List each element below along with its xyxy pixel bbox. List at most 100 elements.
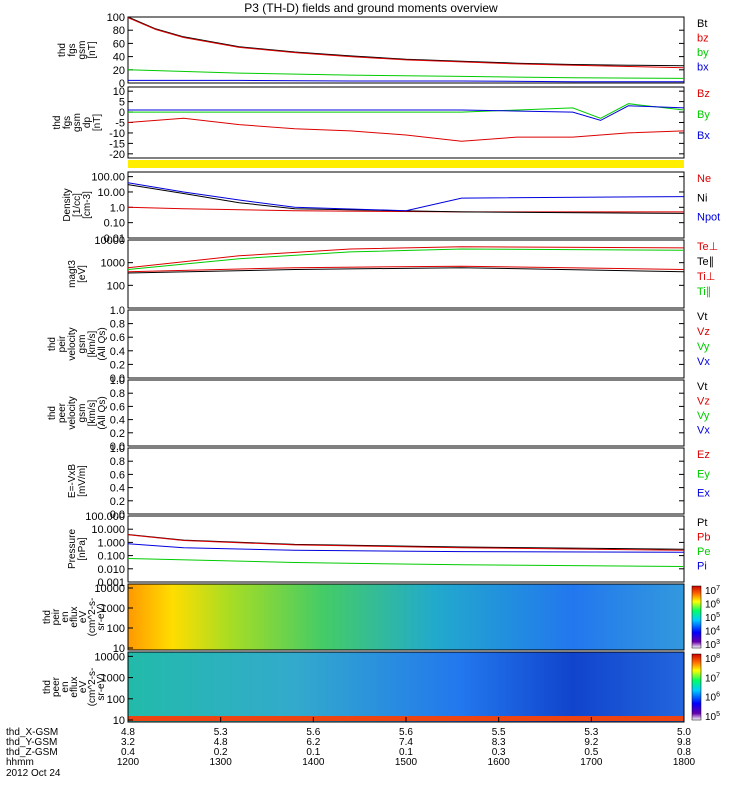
legend-Vx: Vx bbox=[697, 425, 710, 437]
y-tick-label: 0.0 bbox=[110, 509, 125, 521]
legend-Vt: Vt bbox=[697, 381, 707, 393]
y-tick-label: 0.0 bbox=[110, 373, 125, 385]
colorbar-label: 106 bbox=[705, 599, 720, 611]
legend-Ez: Ez bbox=[697, 449, 710, 461]
y-tick-label: 0.8 bbox=[110, 388, 125, 400]
colorbar-label: 105 bbox=[705, 612, 720, 624]
colorbar-label: 107 bbox=[705, 585, 720, 597]
spectrogram-peir-eflux: 10 100 1000 10000 thdpeirenefluxeV(cm^2-s-sr… bbox=[42, 583, 720, 655]
series-Ti∥ bbox=[127, 248, 685, 270]
colorbar-label: 104 bbox=[705, 626, 720, 638]
ephemeris-label: thd_X-GSM bbox=[6, 727, 58, 738]
ephemeris-value: 1600 bbox=[488, 757, 511, 768]
y-tick-label: 0.6 bbox=[110, 332, 125, 344]
legend-by: by bbox=[697, 47, 709, 59]
ephemeris-value: 5.5 bbox=[492, 727, 506, 738]
panel-frame bbox=[127, 86, 685, 159]
ephemeris-value: 5.6 bbox=[306, 727, 320, 738]
series-Ni bbox=[127, 184, 685, 214]
y-tick-label: 0.6 bbox=[110, 401, 125, 413]
y-tick-label: 10000 bbox=[94, 651, 125, 663]
y-axis-label: thdpeirenefluxeV(cm^2-s-sr-eV) bbox=[42, 598, 107, 637]
panel-frame bbox=[127, 16, 685, 84]
y-axis-label: Density[1/cc][cm-3] bbox=[62, 188, 93, 221]
ephemeris-value: 0.4 bbox=[121, 747, 135, 758]
y-tick-label: 1.000 bbox=[97, 537, 125, 549]
ephemeris-value: 0.3 bbox=[492, 747, 506, 758]
y-tick-label: 100.00 bbox=[91, 172, 125, 184]
y-axis-label: Pressure[nPa] bbox=[67, 529, 88, 569]
y-tick-label: -20 bbox=[109, 149, 125, 161]
series-By bbox=[128, 103, 685, 119]
legend-By: By bbox=[697, 109, 710, 121]
y-tick-label: 0.4 bbox=[110, 483, 125, 495]
y-tick-label: 0.010 bbox=[97, 564, 125, 576]
ephemeris-value: 4.8 bbox=[214, 737, 228, 748]
panel-peir-velocity: 0.00.20.40.60.81.0thdpeirvelocitygsm[km/… bbox=[47, 305, 710, 385]
spectrogram-peer-eflux: 10 100 1000 10000 thdpeerenefluxeV(cm^2-s-sr… bbox=[42, 651, 720, 727]
legend-Ti⊥: Ti⊥ bbox=[697, 271, 715, 283]
ephemeris-value: 0.8 bbox=[677, 747, 691, 758]
panel-frame bbox=[127, 447, 685, 515]
legend-Vx: Vx bbox=[697, 356, 710, 368]
series-bx bbox=[128, 79, 684, 83]
legend-bz: bz bbox=[697, 33, 709, 45]
y-tick-label: 10 bbox=[113, 86, 125, 98]
legend-Vy: Vy bbox=[697, 410, 710, 422]
y-tick-label: 0.6 bbox=[110, 469, 125, 481]
series-Bz bbox=[127, 117, 685, 142]
legend-Vy: Vy bbox=[697, 341, 710, 353]
y-tick-label: 0.2 bbox=[110, 496, 125, 508]
colorbar-label: 108 bbox=[705, 653, 720, 665]
y-tick-label: 10.00 bbox=[97, 187, 125, 199]
colorbar-label: 106 bbox=[705, 692, 720, 704]
ephemeris-value: 0.1 bbox=[399, 747, 413, 758]
y-axis-label: magt3[eV] bbox=[67, 260, 88, 288]
ephemeris-value: 3.2 bbox=[121, 737, 135, 748]
colorbar-label: 107 bbox=[705, 672, 720, 684]
y-tick-label: 0.10 bbox=[104, 218, 125, 230]
ephemeris-value: 4.8 bbox=[121, 727, 135, 738]
panel-peer-velocity: 0.00.20.40.60.81.0thdpeervelocitygsm[km/… bbox=[47, 375, 710, 453]
ephemeris-value: 1700 bbox=[580, 757, 603, 768]
series-Bx bbox=[128, 105, 685, 121]
ephemeris-value: 1400 bbox=[302, 757, 325, 768]
series-Ne bbox=[127, 206, 684, 213]
legend-Vt: Vt bbox=[697, 311, 707, 323]
y-tick-label: 10.000 bbox=[91, 524, 125, 536]
ephemeris-label: thd_Z-GSM bbox=[6, 747, 58, 758]
ephemeris-value: 9.8 bbox=[677, 737, 691, 748]
y-tick-label: -10 bbox=[109, 128, 125, 140]
y-tick-label: -15 bbox=[109, 138, 125, 150]
series-Npot bbox=[127, 182, 685, 212]
y-tick-label: 1000 bbox=[101, 603, 125, 615]
y-tick-label: 0.4 bbox=[110, 346, 125, 358]
series-bz bbox=[127, 17, 685, 69]
date-label: 2012 Oct 24 bbox=[6, 768, 61, 779]
legend-Pt: Pt bbox=[697, 517, 707, 529]
ephemeris-value: 8.3 bbox=[492, 737, 506, 748]
y-tick-label: 0 bbox=[119, 78, 125, 90]
legend-Ex: Ex bbox=[697, 488, 710, 500]
panel-frame bbox=[127, 583, 685, 651]
legend-Te∥: Te∥ bbox=[697, 256, 714, 268]
legend-Pe: Pe bbox=[697, 546, 710, 558]
y-tick-label: 1000 bbox=[101, 673, 125, 685]
panels: 020406080100thdfgsgsm[nT]Btbzbybx-20-15-… bbox=[42, 12, 720, 727]
y-tick-label: 10 bbox=[113, 715, 125, 727]
legend-Ti∥: Ti∥ bbox=[697, 286, 711, 298]
y-tick-label: 100 bbox=[107, 12, 125, 24]
y-tick-label: 1.0 bbox=[110, 202, 125, 214]
y-tick-label: 0.100 bbox=[97, 551, 125, 563]
panel-frame bbox=[127, 239, 685, 309]
legend-Ne: Ne bbox=[697, 173, 711, 185]
legend-Pb: Pb bbox=[697, 532, 710, 544]
legend-Bz: Bz bbox=[697, 88, 710, 100]
y-axis-label: thdpeervelocitygsm[km/s](All Qs) bbox=[47, 396, 108, 429]
ephemeris-value: 0.1 bbox=[306, 747, 320, 758]
y-tick-label: 100 bbox=[107, 694, 125, 706]
